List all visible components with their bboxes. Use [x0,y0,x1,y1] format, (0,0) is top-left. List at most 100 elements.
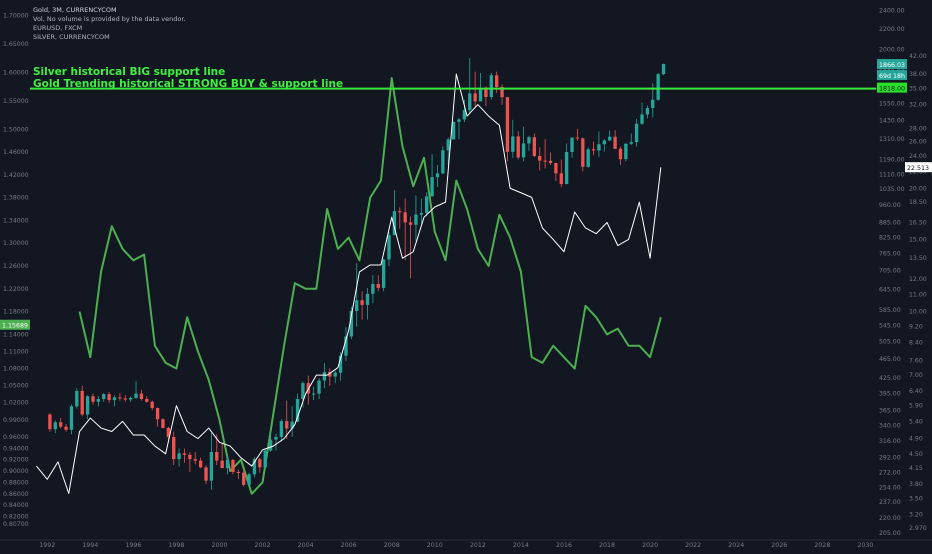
gold-candle-body [365,293,370,305]
gold-candle-body [392,211,397,236]
silver-last-price-label: 22.513 [907,165,929,172]
gold-candle-body [69,406,74,430]
gold-candle-body [559,173,563,185]
bar-countdown-label: 69d 18h [879,73,905,80]
gold-candle-body [484,87,488,97]
gold-candle-body [408,222,413,225]
gold-candle-body [128,397,133,400]
gold-candle-body [182,453,187,455]
left-axis-tick-label: 1.30000 [3,240,29,247]
right2-axis-tick-label: 4.50 [909,451,923,458]
gold-candle-body [102,394,106,400]
gold-candle-body [64,426,68,430]
right2-axis-tick-label: 2.970 [909,525,927,532]
right-axis-tick-label: 465.00 [879,356,901,363]
gold-candle-body [661,64,666,75]
gold-candle-body [236,471,240,473]
gold-candle-body [457,119,461,122]
gold-candle-body [59,422,63,427]
x-axis-tick-label: 2010 [427,542,443,549]
right2-axis-tick-label: 42.00 [909,53,927,60]
right-axis-tick-label: 705.00 [879,268,901,275]
right-axis-tick-label: 365.00 [879,407,901,414]
gold-candle-body [279,421,284,437]
gold-candle-body [215,451,219,461]
right2-axis-tick-label: 5.90 [909,403,923,410]
gold-candle-body [198,460,203,468]
legend-eurusd[interactable]: EURUSD, FXCM [33,24,83,32]
gold-candle-body [521,143,526,158]
gold-candle-body [166,427,171,437]
gold-candle-body [188,454,192,460]
gold-candle-body [376,283,380,288]
right2-axis-tick-label: 7.60 [909,357,923,364]
gold-candle-body [425,196,429,213]
gold-candle-body [581,138,585,167]
right2-axis-tick-label: 5.40 [909,418,923,425]
gold-candle-body [344,336,348,356]
right-axis-tick-label: 292.00 [879,455,901,462]
gold-candle-body [543,160,547,162]
right2-axis-tick-label: 24.00 [909,153,927,160]
left-axis-tick-label: 1.14000 [3,331,29,338]
gold-candle-body [161,419,165,428]
gold-candle-body [328,372,332,377]
left-axis-tick-label: 1.08000 [3,366,29,373]
gold-candle-body [495,75,499,87]
right2-axis-tick-label: 3.20 [909,511,923,518]
gold-candle-body [258,459,262,468]
gold-candle-body [608,136,612,141]
gold-candle-body [204,467,208,481]
right2-axis-tick-label: 10.00 [909,309,927,316]
gold-candle-body [435,173,440,178]
right-axis-tick-label: 960.00 [879,202,901,209]
left-axis-tick-label: 0.94000 [3,445,29,452]
right2-axis-tick-label: 4.90 [909,436,923,443]
gold-candle-body [489,75,493,97]
annotation-gold-support: Gold Trending historical STRONG BUY & su… [33,78,344,90]
x-axis-tick-label: 2002 [255,542,271,549]
right2-axis-tick-label: 6.40 [909,388,923,395]
x-axis-tick-label: 1994 [82,542,98,549]
x-axis-tick-label: 1996 [125,542,141,549]
gold-candle-body [554,162,558,174]
right-axis-tick-label: 1190.00 [879,157,905,164]
gold-candle-body [451,121,456,140]
gold-candle-body [96,399,101,402]
legend-silver[interactable]: SILVER, CURRENCYCOM [33,33,110,41]
gold-candle-body [263,450,267,468]
gold-last-price-label-bg [877,59,907,70]
right2-axis-tick-label: 16.50 [909,220,927,227]
right2-axis-tick-label: 32.00 [909,102,927,109]
gold-candle-body [80,390,84,415]
gold-candle-body [468,93,472,111]
gold-candle-body [419,212,423,215]
right-axis-tick-label: 645.00 [879,287,901,294]
right-axis-tick-label: 1310.00 [879,136,905,143]
gold-candle-body [538,155,542,161]
gold-candle-body [398,211,402,213]
gold-candle-body [575,137,580,139]
gold-candle-body [338,355,343,373]
gold-candle-body [505,97,510,152]
x-axis-tick-label: 2018 [599,542,615,549]
right-axis-tick-label: 825.00 [879,234,901,241]
x-axis-tick-label: 1998 [168,542,184,549]
left-axis-tick-label: 0.84000 [3,502,29,509]
x-axis-tick-label: 2000 [211,542,227,549]
gold-candle-body [172,436,176,460]
gold-candle-body [430,177,434,197]
right2-axis-tick-label: 11.00 [909,292,927,299]
gold-candle-body [414,214,418,225]
x-axis-tick-label: 2024 [728,542,744,549]
legend-title[interactable]: Gold, 3M, CURRENCYCOM [33,6,117,14]
x-axis-tick-label: 2008 [384,542,400,549]
gold-candle-body [564,152,569,185]
gold-candle-body [387,235,391,260]
x-axis-tick-label: 2012 [470,542,486,549]
gold-candle-body [317,380,321,394]
gold-candle-body [527,137,531,144]
gold-candle-body [112,397,117,401]
